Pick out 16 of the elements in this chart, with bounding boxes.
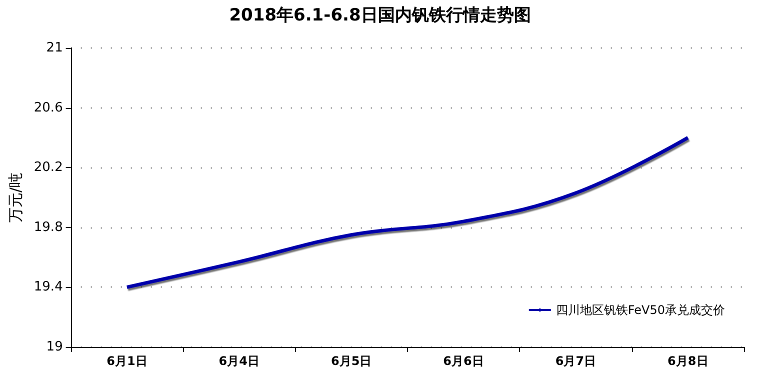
line-series xyxy=(125,136,690,289)
x-tick-label: 6月1日 xyxy=(106,354,148,368)
y-tick-label: 19.4 xyxy=(34,280,63,295)
x-tick-label: 6月6日 xyxy=(443,354,484,368)
y-tick-label: 21 xyxy=(46,40,63,56)
chart-title: 2018年6.1-6.8日国内钒铁行情走势图 xyxy=(229,6,531,26)
y-axis-title: 万元/吨 xyxy=(6,172,24,223)
legend-label: 四川地区钒铁FeV50承兑成交价 xyxy=(556,303,725,317)
y-tick-label: 19 xyxy=(46,340,63,354)
y-tick-label: 20.6 xyxy=(34,100,63,116)
x-tick-label: 6月8日 xyxy=(668,354,708,368)
x-tick-label: 6月4日 xyxy=(218,354,260,368)
y-tick-label: 20.2 xyxy=(34,160,63,176)
x-tick-label: 6月7日 xyxy=(555,354,596,368)
y-tick-label: 19.8 xyxy=(34,220,63,235)
x-tick-label: 6月5日 xyxy=(330,354,372,368)
